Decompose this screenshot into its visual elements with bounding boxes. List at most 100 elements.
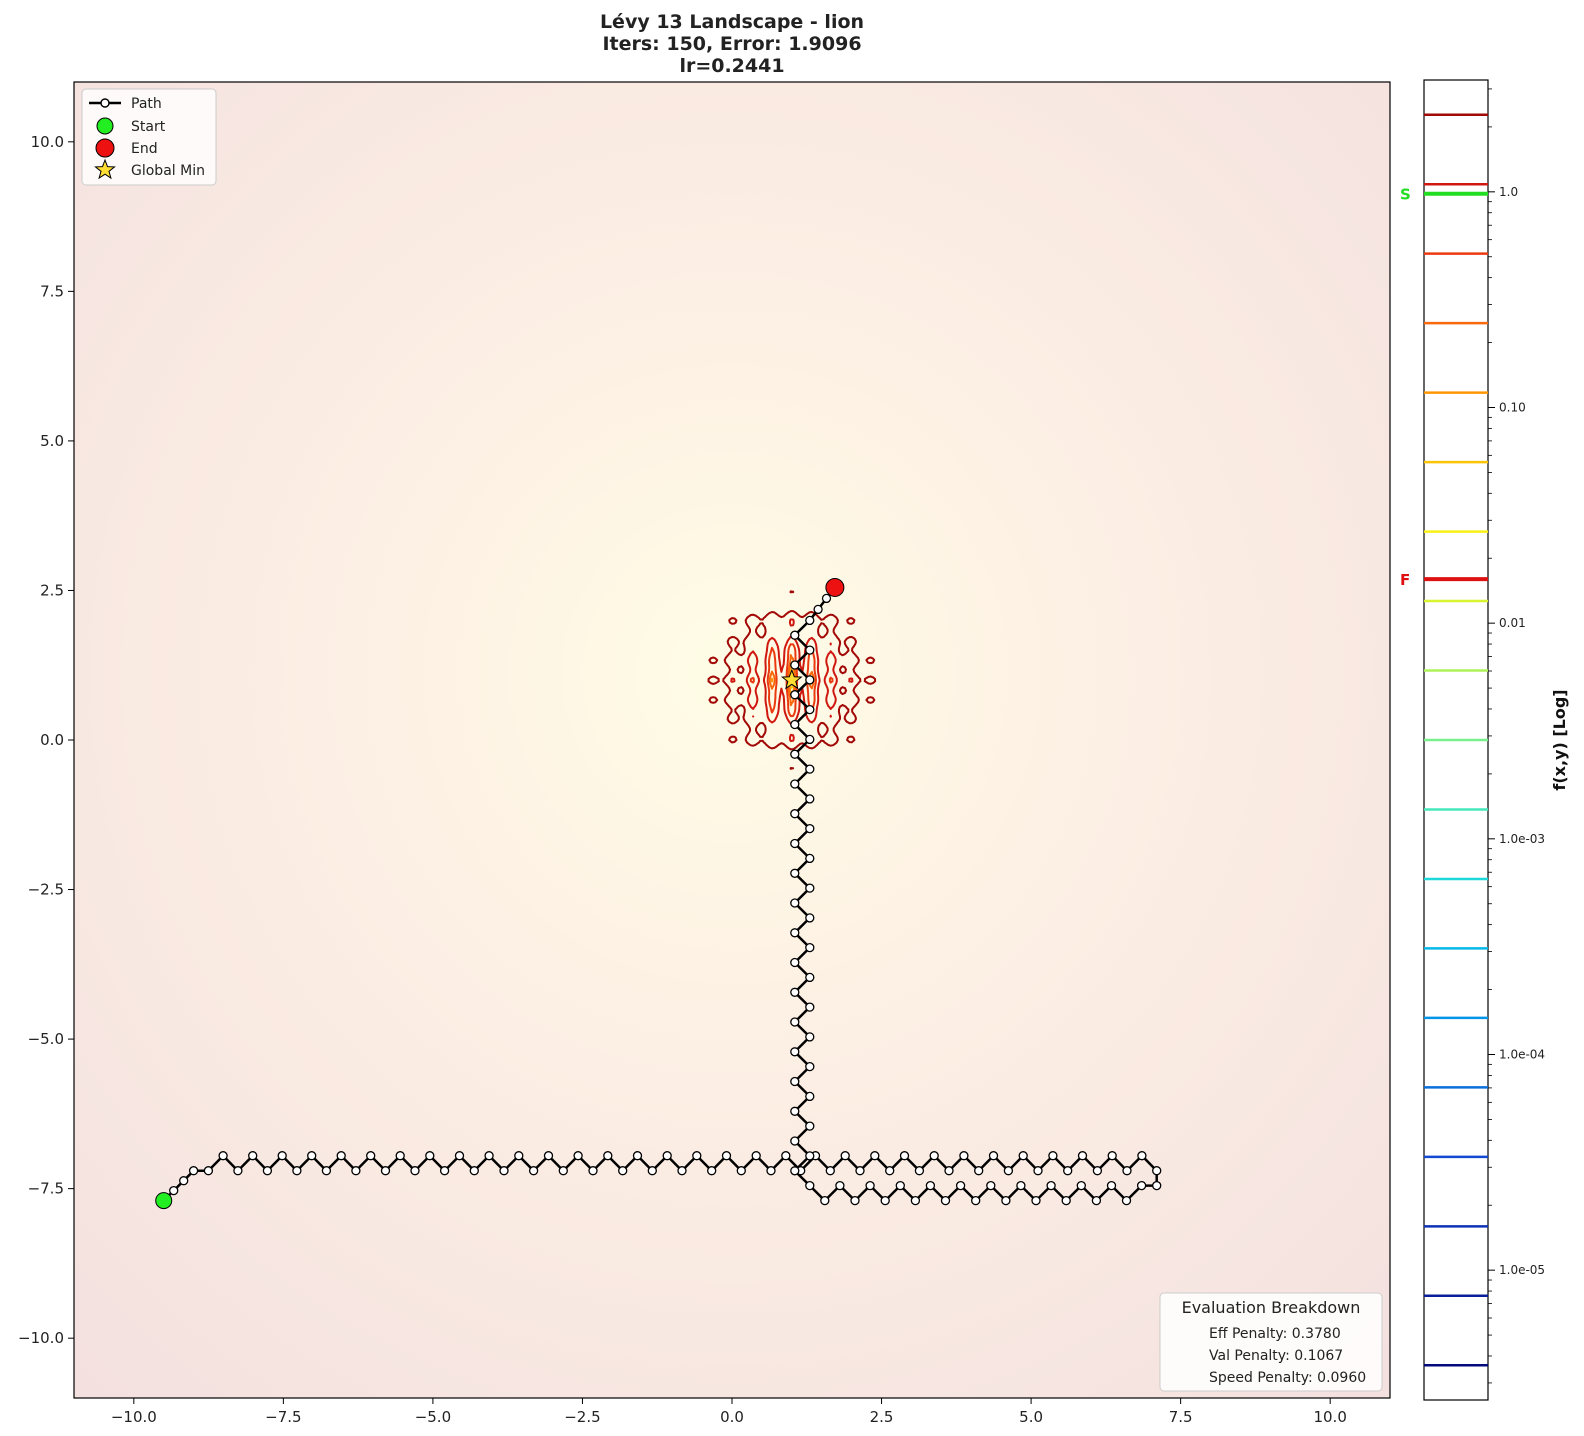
x-tick-label-4: 0.0 — [720, 1408, 744, 1426]
path-point-82 — [955, 1180, 966, 1191]
title-line-3: lr=0.2441 — [679, 55, 784, 77]
path-point-104 — [805, 1002, 815, 1012]
path-point-121 — [790, 749, 800, 759]
path-point-78 — [1016, 1180, 1026, 1191]
legend-end: End — [95, 138, 158, 158]
path-point-20 — [439, 1166, 450, 1176]
path-point-50 — [885, 1166, 895, 1176]
colorbar-tick-label-3: 1.0e-03 — [1499, 832, 1545, 846]
chart-title: Lévy 13 Landscape - lion Iters: 150, Err… — [600, 11, 864, 77]
y-tick-label-7: −7.5 — [28, 1180, 64, 1198]
end-marker — [825, 577, 845, 597]
path-point-63 — [1077, 1151, 1088, 1161]
path-point-30 — [588, 1166, 598, 1176]
path-point-15 — [366, 1151, 376, 1161]
path-point-86 — [895, 1180, 905, 1191]
colorbar-tick-label-4: 1.0e-04 — [1499, 1047, 1545, 1061]
path-point-111 — [790, 898, 800, 908]
path-point-128 — [805, 645, 815, 655]
path-point-94 — [805, 1151, 815, 1161]
path-point-6 — [233, 1166, 243, 1176]
path-point-113 — [790, 868, 800, 878]
path-point-102 — [805, 1032, 815, 1042]
path-point-47 — [840, 1151, 850, 1161]
path-point-80 — [986, 1180, 996, 1191]
path-point-52 — [914, 1166, 925, 1176]
colorbar-tick-label-0: 1.0 — [1499, 185, 1518, 199]
path-point-122 — [805, 734, 815, 745]
path-point-17 — [395, 1151, 405, 1161]
path-point-58 — [1003, 1166, 1014, 1176]
path-point-55 — [959, 1151, 969, 1161]
path-point-43 — [781, 1151, 791, 1161]
legend-end-marker — [95, 138, 115, 158]
path-point-56 — [974, 1166, 984, 1176]
path-point-32 — [618, 1166, 628, 1176]
path-point-99 — [790, 1076, 800, 1087]
colorbar-tick-label-1: 0.10 — [1499, 400, 1526, 414]
path-point-68 — [1152, 1166, 1162, 1176]
x-tick-label-5: 2.5 — [870, 1408, 894, 1426]
path-point-96 — [805, 1121, 815, 1131]
x-tick-label-1: −7.5 — [265, 1408, 301, 1426]
path-point-54 — [944, 1166, 954, 1176]
legend-start-label: Start — [131, 119, 166, 135]
colorbar-tick-label-5: 1.0e-05 — [1499, 1263, 1545, 1277]
path-point-18 — [410, 1166, 420, 1176]
y-tick-label-0: 10.0 — [31, 133, 64, 151]
x-tick-label-6: 5.0 — [1019, 1408, 1043, 1426]
path-point-81 — [971, 1195, 981, 1206]
path-point-59 — [1018, 1151, 1028, 1161]
y-tick-label-6: −5.0 — [28, 1030, 64, 1048]
legend-path: Path — [89, 96, 162, 112]
path-point-103 — [790, 1017, 800, 1027]
x-tick-label-0: −10.0 — [111, 1408, 157, 1426]
path-point-14 — [351, 1166, 361, 1176]
path-point-57 — [988, 1151, 999, 1161]
path-point-39 — [721, 1151, 732, 1161]
path-point-118 — [805, 794, 815, 804]
val-penalty: Val Penalty: 0.1067 — [1209, 1348, 1343, 1364]
path-point-100 — [805, 1061, 815, 1072]
path-point-116 — [805, 823, 815, 834]
path-point-16 — [380, 1166, 391, 1176]
path-point-40 — [736, 1166, 746, 1176]
path-point-132 — [821, 593, 832, 604]
path-point-66 — [1122, 1166, 1132, 1176]
path-point-95 — [790, 1136, 800, 1146]
eff-penalty: Eff Penalty: 0.3780 — [1209, 1326, 1341, 1342]
legend: Path Start End Global Min — [81, 88, 217, 186]
path-point-33 — [632, 1151, 643, 1161]
y-tick-label-1: 7.5 — [40, 282, 64, 300]
legend-start: Start — [96, 117, 166, 135]
path-point-130 — [805, 615, 815, 626]
contour-level-18 — [707, 590, 877, 770]
legend-global-min-label: Global Min — [131, 163, 205, 179]
path-point-29 — [573, 1151, 583, 1161]
path-point-74 — [1076, 1180, 1086, 1191]
colorbar-label: f(x,y) [Log] — [1550, 689, 1569, 790]
path-point-70 — [1136, 1180, 1147, 1191]
path-point-4 — [203, 1166, 214, 1176]
path-point-22 — [469, 1166, 479, 1176]
path-point-51 — [899, 1151, 910, 1161]
path-point-85 — [910, 1195, 921, 1206]
contour-level-17 — [730, 618, 854, 742]
x-tick-label-3: −2.5 — [564, 1408, 600, 1426]
path-point-11 — [307, 1151, 317, 1161]
x-tick-label-8: 10.0 — [1313, 1408, 1346, 1426]
speed-penalty: Speed Penalty: 0.0960 — [1209, 1370, 1366, 1386]
path-point-101 — [790, 1047, 800, 1057]
path-point-23 — [484, 1151, 494, 1161]
colorbar-levels — [1424, 113, 1488, 1367]
path-point-2 — [179, 1176, 189, 1186]
y-tick-label-2: 5.0 — [40, 432, 64, 450]
path-point-87 — [880, 1195, 890, 1206]
path-point-62 — [1063, 1166, 1073, 1176]
contour-lines — [707, 590, 877, 770]
path-point-115 — [790, 838, 800, 849]
path-point-27 — [543, 1151, 554, 1161]
path-point-48 — [855, 1166, 865, 1176]
path-point-69 — [1152, 1180, 1162, 1191]
path-point-53 — [929, 1151, 939, 1161]
